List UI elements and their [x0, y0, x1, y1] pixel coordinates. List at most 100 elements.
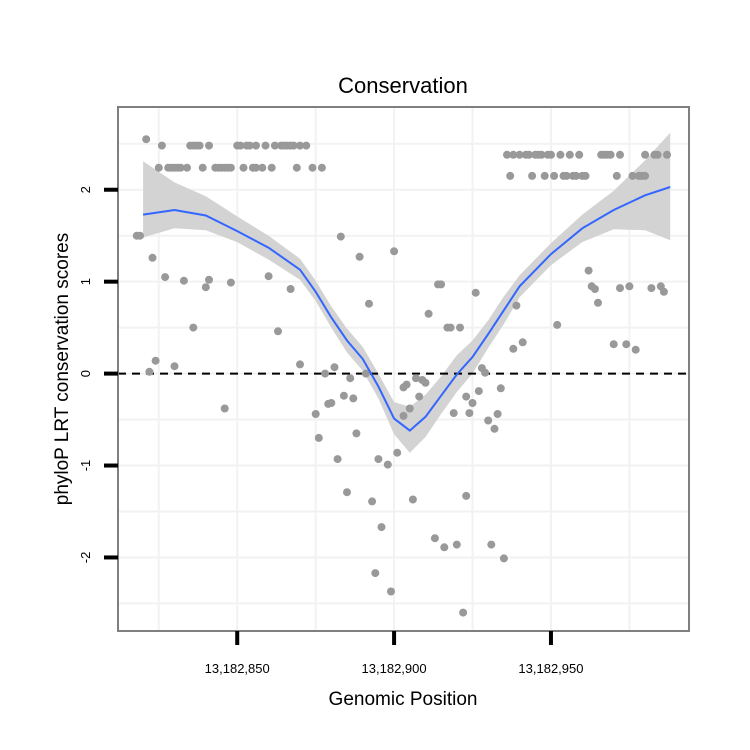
data-point [606, 150, 615, 159]
data-point [383, 460, 392, 469]
data-point [154, 163, 163, 172]
data-point [195, 141, 204, 150]
data-point [355, 252, 364, 261]
data-point [452, 540, 461, 549]
data-point [581, 171, 590, 180]
data-point [484, 416, 493, 425]
data-point [641, 150, 650, 159]
data-point [189, 323, 198, 332]
data-point [399, 411, 408, 420]
x-tick-label: 13,182,850 [205, 661, 270, 676]
data-point [462, 392, 471, 401]
data-point [258, 163, 267, 172]
data-point [183, 163, 191, 172]
data-point [346, 374, 355, 383]
data-point [465, 409, 474, 418]
data-point [352, 429, 361, 438]
data-point [327, 399, 336, 407]
data-point [487, 540, 496, 549]
data-point [562, 171, 571, 180]
data-point [261, 141, 270, 150]
data-point [575, 150, 584, 159]
data-point [550, 171, 559, 180]
data-point [456, 323, 464, 332]
data-point [220, 404, 229, 413]
data-point [572, 171, 581, 180]
data-point [609, 340, 618, 349]
data-point [490, 424, 499, 433]
data-point [515, 150, 524, 159]
data-point [296, 141, 304, 150]
data-point [412, 374, 420, 383]
x-tick-label: 13,182,950 [518, 661, 583, 676]
data-point [179, 276, 188, 285]
data-point [415, 392, 424, 401]
data-point [226, 163, 235, 172]
x-tick-label: 13,182,900 [362, 661, 427, 676]
data-point [512, 301, 521, 310]
data-point [205, 275, 213, 284]
data-point [616, 284, 624, 293]
data-point [157, 141, 166, 150]
data-point [528, 171, 537, 180]
data-points [132, 135, 671, 617]
data-point [481, 368, 490, 377]
data-point [311, 410, 320, 418]
data-point [317, 163, 326, 172]
data-point [371, 569, 380, 578]
data-point [584, 266, 593, 275]
data-point [201, 283, 210, 292]
data-point [286, 285, 295, 293]
x-axis: 13,182,850 13,182,900 13,182,950 [205, 631, 583, 676]
data-point [509, 150, 518, 159]
data-point [239, 163, 248, 172]
y-tick-label: -1 [78, 460, 93, 472]
data-point [333, 455, 342, 464]
data-point [264, 272, 273, 281]
chart-title: Conservation [338, 73, 468, 98]
data-point [170, 362, 179, 371]
confidence-ribbon [143, 132, 671, 453]
data-point [387, 587, 395, 596]
data-point [368, 497, 377, 506]
data-point [302, 141, 311, 150]
data-point [289, 141, 298, 150]
data-point [437, 280, 446, 289]
data-point [198, 163, 207, 172]
data-point [252, 141, 260, 150]
data-point [390, 247, 399, 256]
data-point [161, 273, 170, 282]
data-point [343, 488, 351, 497]
data-point [145, 367, 154, 376]
data-point [314, 433, 323, 442]
data-point [503, 150, 511, 159]
data-point [252, 163, 260, 172]
data-point [236, 141, 245, 150]
data-point [663, 150, 671, 159]
panel-border [117, 106, 690, 632]
data-point [402, 380, 411, 389]
data-point [525, 150, 533, 159]
data-point [462, 491, 471, 500]
data-point [518, 338, 527, 347]
data-point [148, 253, 157, 262]
data-point [496, 384, 505, 393]
data-point [612, 171, 621, 180]
y-axis: -2 -1 0 1 2 [78, 186, 118, 563]
data-point [653, 150, 662, 159]
x-axis-title: Genomic Position [329, 689, 478, 710]
data-point [440, 543, 449, 552]
data-point [616, 150, 624, 159]
data-point [424, 309, 433, 318]
data-point [565, 150, 574, 159]
data-point [590, 285, 599, 293]
data-point [136, 231, 144, 240]
data-point [321, 369, 330, 378]
data-point [336, 232, 345, 241]
y-tick-label: 0 [78, 370, 93, 377]
data-point [361, 369, 370, 378]
data-point [296, 360, 304, 369]
data-point [292, 163, 301, 172]
data-point [631, 345, 640, 354]
